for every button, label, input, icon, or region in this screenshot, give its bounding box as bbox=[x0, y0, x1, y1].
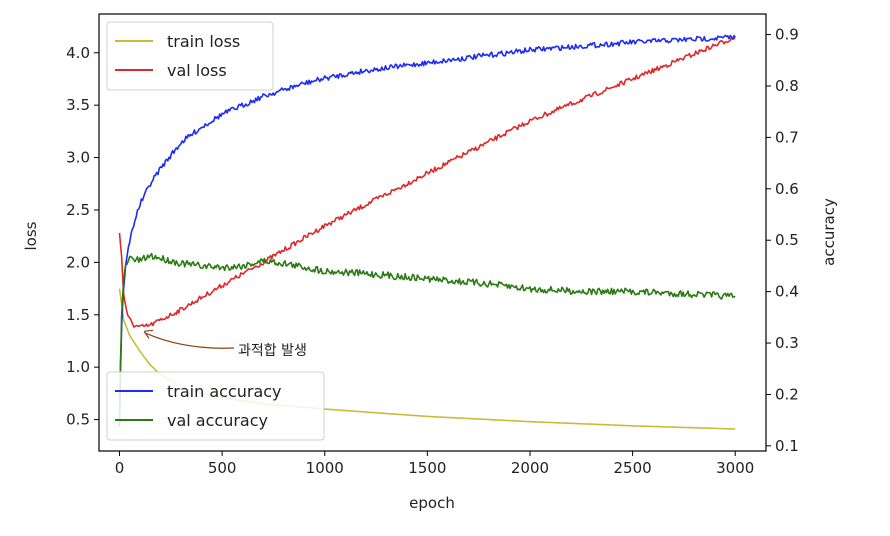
legend-box bbox=[106, 371, 325, 441]
right-y-tick-label: 0.4 bbox=[775, 283, 799, 301]
legend-label: val loss bbox=[167, 61, 227, 80]
series-line-val-accuracy bbox=[118, 252, 736, 424]
legend-label: train loss bbox=[167, 32, 240, 51]
x-tick-label: 2500 bbox=[614, 459, 652, 477]
x-tick-label: 2000 bbox=[511, 459, 549, 477]
series-line-train-accuracy bbox=[118, 34, 736, 427]
right-y-tick-label: 0.3 bbox=[775, 334, 799, 352]
annotation-label: 과적합 발생 bbox=[238, 343, 307, 359]
right-y-axis-label: accuracy bbox=[820, 198, 838, 266]
annotation-layer: 과적합 발생 bbox=[143, 329, 307, 359]
left-y-tick-label: 3.5 bbox=[66, 96, 90, 114]
series-line-val-loss bbox=[118, 36, 736, 328]
right-y-tick-label: 0.8 bbox=[775, 77, 799, 95]
legend-box bbox=[106, 21, 274, 91]
series-layer bbox=[118, 34, 736, 430]
left-y-tick-label: 2.0 bbox=[66, 253, 90, 271]
left-y-tick-label: 2.5 bbox=[66, 201, 90, 219]
annotation-arrow bbox=[145, 332, 235, 349]
x-tick-label: 3000 bbox=[716, 459, 754, 477]
annotation-arrow-head bbox=[143, 329, 154, 339]
x-tick-label: 0 bbox=[115, 459, 125, 477]
left-y-tick-label: 1.0 bbox=[66, 358, 90, 376]
right-y-tick-label: 0.2 bbox=[775, 385, 799, 403]
x-tick-label: 1500 bbox=[408, 459, 446, 477]
plot-frame bbox=[98, 13, 767, 452]
right-y-tick-label: 0.1 bbox=[775, 437, 799, 455]
ticks-layer: 0 500 1000 1500 2000 2500 3000 0.5 1.0 1.5 2.0 2.5 3… bbox=[66, 26, 799, 477]
left-y-axis-label: loss bbox=[22, 221, 40, 250]
legend-label: train accuracy bbox=[167, 382, 282, 401]
left-y-tick-label: 3.0 bbox=[66, 149, 90, 167]
left-y-tick-label: 4.0 bbox=[66, 44, 90, 62]
axes-layer bbox=[98, 13, 767, 452]
legend-bottom-left: train accuracy val accuracy bbox=[106, 371, 325, 441]
right-y-tick-label: 0.9 bbox=[775, 26, 799, 44]
right-y-tick-label: 0.7 bbox=[775, 128, 799, 146]
right-y-tick-label: 0.6 bbox=[775, 180, 799, 198]
x-axis-label: epoch bbox=[409, 494, 455, 512]
legend-top-left: train loss val loss bbox=[106, 21, 274, 91]
left-y-tick-label: 0.5 bbox=[66, 411, 90, 429]
left-y-tick-label: 1.5 bbox=[66, 306, 90, 324]
x-tick-label: 1000 bbox=[306, 459, 344, 477]
right-y-tick-label: 0.5 bbox=[775, 231, 799, 249]
x-tick-label: 500 bbox=[208, 459, 237, 477]
legend-label: val accuracy bbox=[167, 411, 268, 430]
